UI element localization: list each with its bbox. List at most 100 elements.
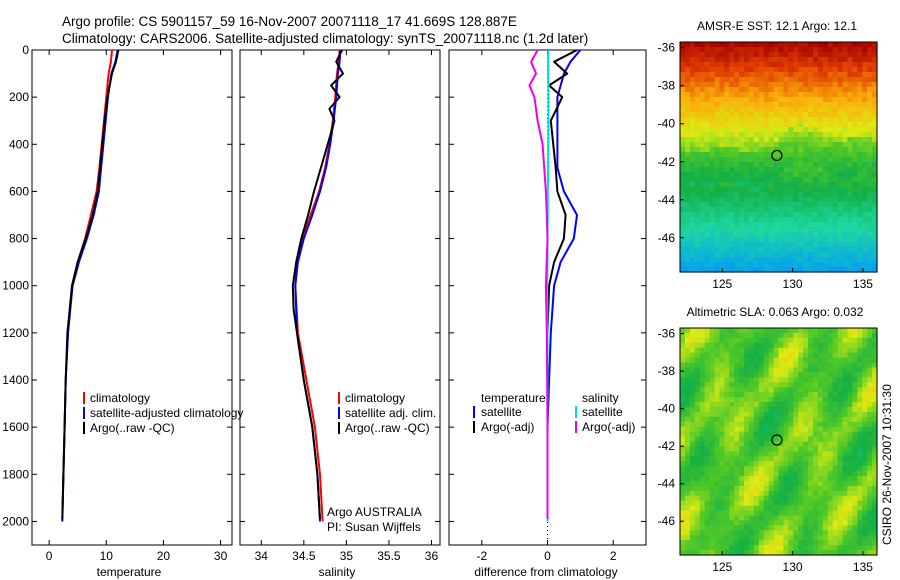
sla_map-pixel	[763, 337, 770, 344]
sla_map-pixel	[744, 402, 750, 408]
sla_map-pixel	[734, 530, 740, 536]
sst_map-pixel	[729, 267, 735, 273]
sst_map-pixel	[744, 57, 750, 63]
sla_map-pixel	[867, 426, 873, 433]
sla_map-pixel	[714, 441, 720, 448]
sla_map-pixel	[704, 367, 711, 374]
sst_map-pixel	[778, 212, 785, 218]
sla_map-pixel	[857, 421, 863, 428]
sla_map-pixel	[793, 397, 799, 403]
sst_map-pixel	[758, 237, 765, 243]
sst_map-pixel	[763, 212, 770, 218]
sla_map-pixel	[734, 471, 740, 477]
sst_map-pixel	[744, 192, 750, 198]
sla_map-pixel	[729, 446, 735, 452]
sst_map-pixel	[832, 132, 839, 138]
sla_map-pixel	[847, 525, 853, 531]
sst_map-pixel	[803, 217, 809, 223]
sst_map-pixel	[852, 212, 858, 218]
sla_map-pixel	[729, 397, 735, 403]
sla_map-pixel	[684, 446, 691, 452]
sla_map-pixel	[719, 446, 725, 452]
temperature-y-tick-label: 2000	[2, 514, 29, 528]
sla_map-pixel	[803, 466, 809, 472]
sst_map-pixel	[857, 157, 863, 163]
sst_map-pixel	[763, 77, 770, 83]
sla_map-pixel	[788, 441, 794, 448]
sst_map-pixel	[714, 42, 720, 48]
sst_map-pixel	[872, 147, 878, 153]
sla_map-pixel	[847, 332, 853, 339]
sst_map-pixel	[699, 217, 706, 223]
sst_map-pixel	[753, 137, 760, 143]
sla_map-pixel	[832, 397, 839, 403]
sst_map-pixel	[837, 267, 844, 273]
sla_map-pixel	[709, 471, 716, 477]
sst_map-pixel	[699, 112, 706, 118]
sla_map-pixel	[842, 525, 849, 531]
sla_map-pixel	[744, 372, 750, 378]
sla_map-pixel	[837, 426, 844, 433]
sla_map-pixel	[862, 332, 868, 339]
sst_map-pixel	[842, 77, 849, 83]
sst_map-pixel	[680, 262, 686, 268]
sla_map-pixel	[684, 540, 691, 546]
sla_map-pixel	[734, 456, 740, 462]
sla_map-pixel	[714, 485, 720, 492]
sst_map-pixel	[783, 222, 789, 228]
sla_map-pixel	[689, 490, 696, 497]
sst_map-pixel	[729, 132, 735, 138]
sst_map-pixel	[689, 122, 696, 128]
sst_map-pixel	[729, 167, 735, 173]
sst_map-pixel	[788, 242, 794, 248]
sla_map-pixel	[788, 352, 794, 359]
sst_map-pixel	[812, 112, 819, 118]
sst_map-pixel	[739, 167, 745, 173]
sst_map-pixel	[753, 132, 760, 138]
sst_map-pixel	[793, 72, 799, 78]
sla_map-pixel	[827, 456, 834, 462]
sla_map-pixel	[778, 402, 785, 408]
sst_map-pixel	[827, 202, 834, 208]
sst_map-pixel	[837, 242, 844, 248]
sla_map-pixel	[763, 485, 770, 492]
sst_map-pixel	[808, 132, 814, 138]
sst_map-pixel	[827, 172, 834, 178]
sst_map-pixel	[872, 212, 878, 218]
sst_map-pixel	[867, 112, 873, 118]
sst_map-pixel	[788, 247, 794, 253]
sst_map-pixel	[704, 227, 711, 233]
sst_map-pixel	[827, 167, 834, 173]
sla_map-pixel	[739, 337, 745, 344]
sst_map-pixel	[872, 42, 878, 48]
sst_map-pixel	[680, 57, 686, 63]
sst_map-pixel	[812, 252, 819, 258]
sla_map-pixel	[803, 530, 809, 536]
sst_map-pixel	[684, 67, 691, 73]
sla_map-pixel	[832, 431, 839, 438]
sst_map-pixel	[739, 207, 745, 213]
sla_map-pixel	[753, 500, 760, 507]
sst_map-pixel	[803, 127, 809, 133]
sst_map-pixel	[758, 207, 765, 213]
sla_map-pixel	[709, 485, 716, 492]
sla_map-pixel	[748, 480, 755, 487]
sst_map-pixel	[812, 237, 819, 243]
sla_map-pixel	[827, 446, 834, 452]
sst_map-pixel	[724, 187, 730, 193]
sla_map-pixel	[788, 387, 794, 393]
sla_map-pixel	[719, 451, 725, 457]
sla_map-pixel	[699, 441, 706, 448]
sla_map-pixel	[763, 476, 770, 482]
sst_map-pixel	[778, 42, 785, 48]
sla_map-pixel	[872, 461, 878, 467]
sla_map-pixel	[729, 550, 735, 556]
legend-label-satellite: satellite adj. clim.	[345, 406, 436, 420]
sla_map-pixel	[788, 337, 794, 344]
sla_map-pixel	[803, 490, 809, 497]
sst_map-pixel	[857, 152, 863, 158]
sla_map-pixel	[832, 372, 839, 378]
sst_map-pixel	[817, 127, 824, 133]
sla_map-pixel	[694, 392, 701, 398]
sst_map-pixel	[862, 92, 868, 98]
